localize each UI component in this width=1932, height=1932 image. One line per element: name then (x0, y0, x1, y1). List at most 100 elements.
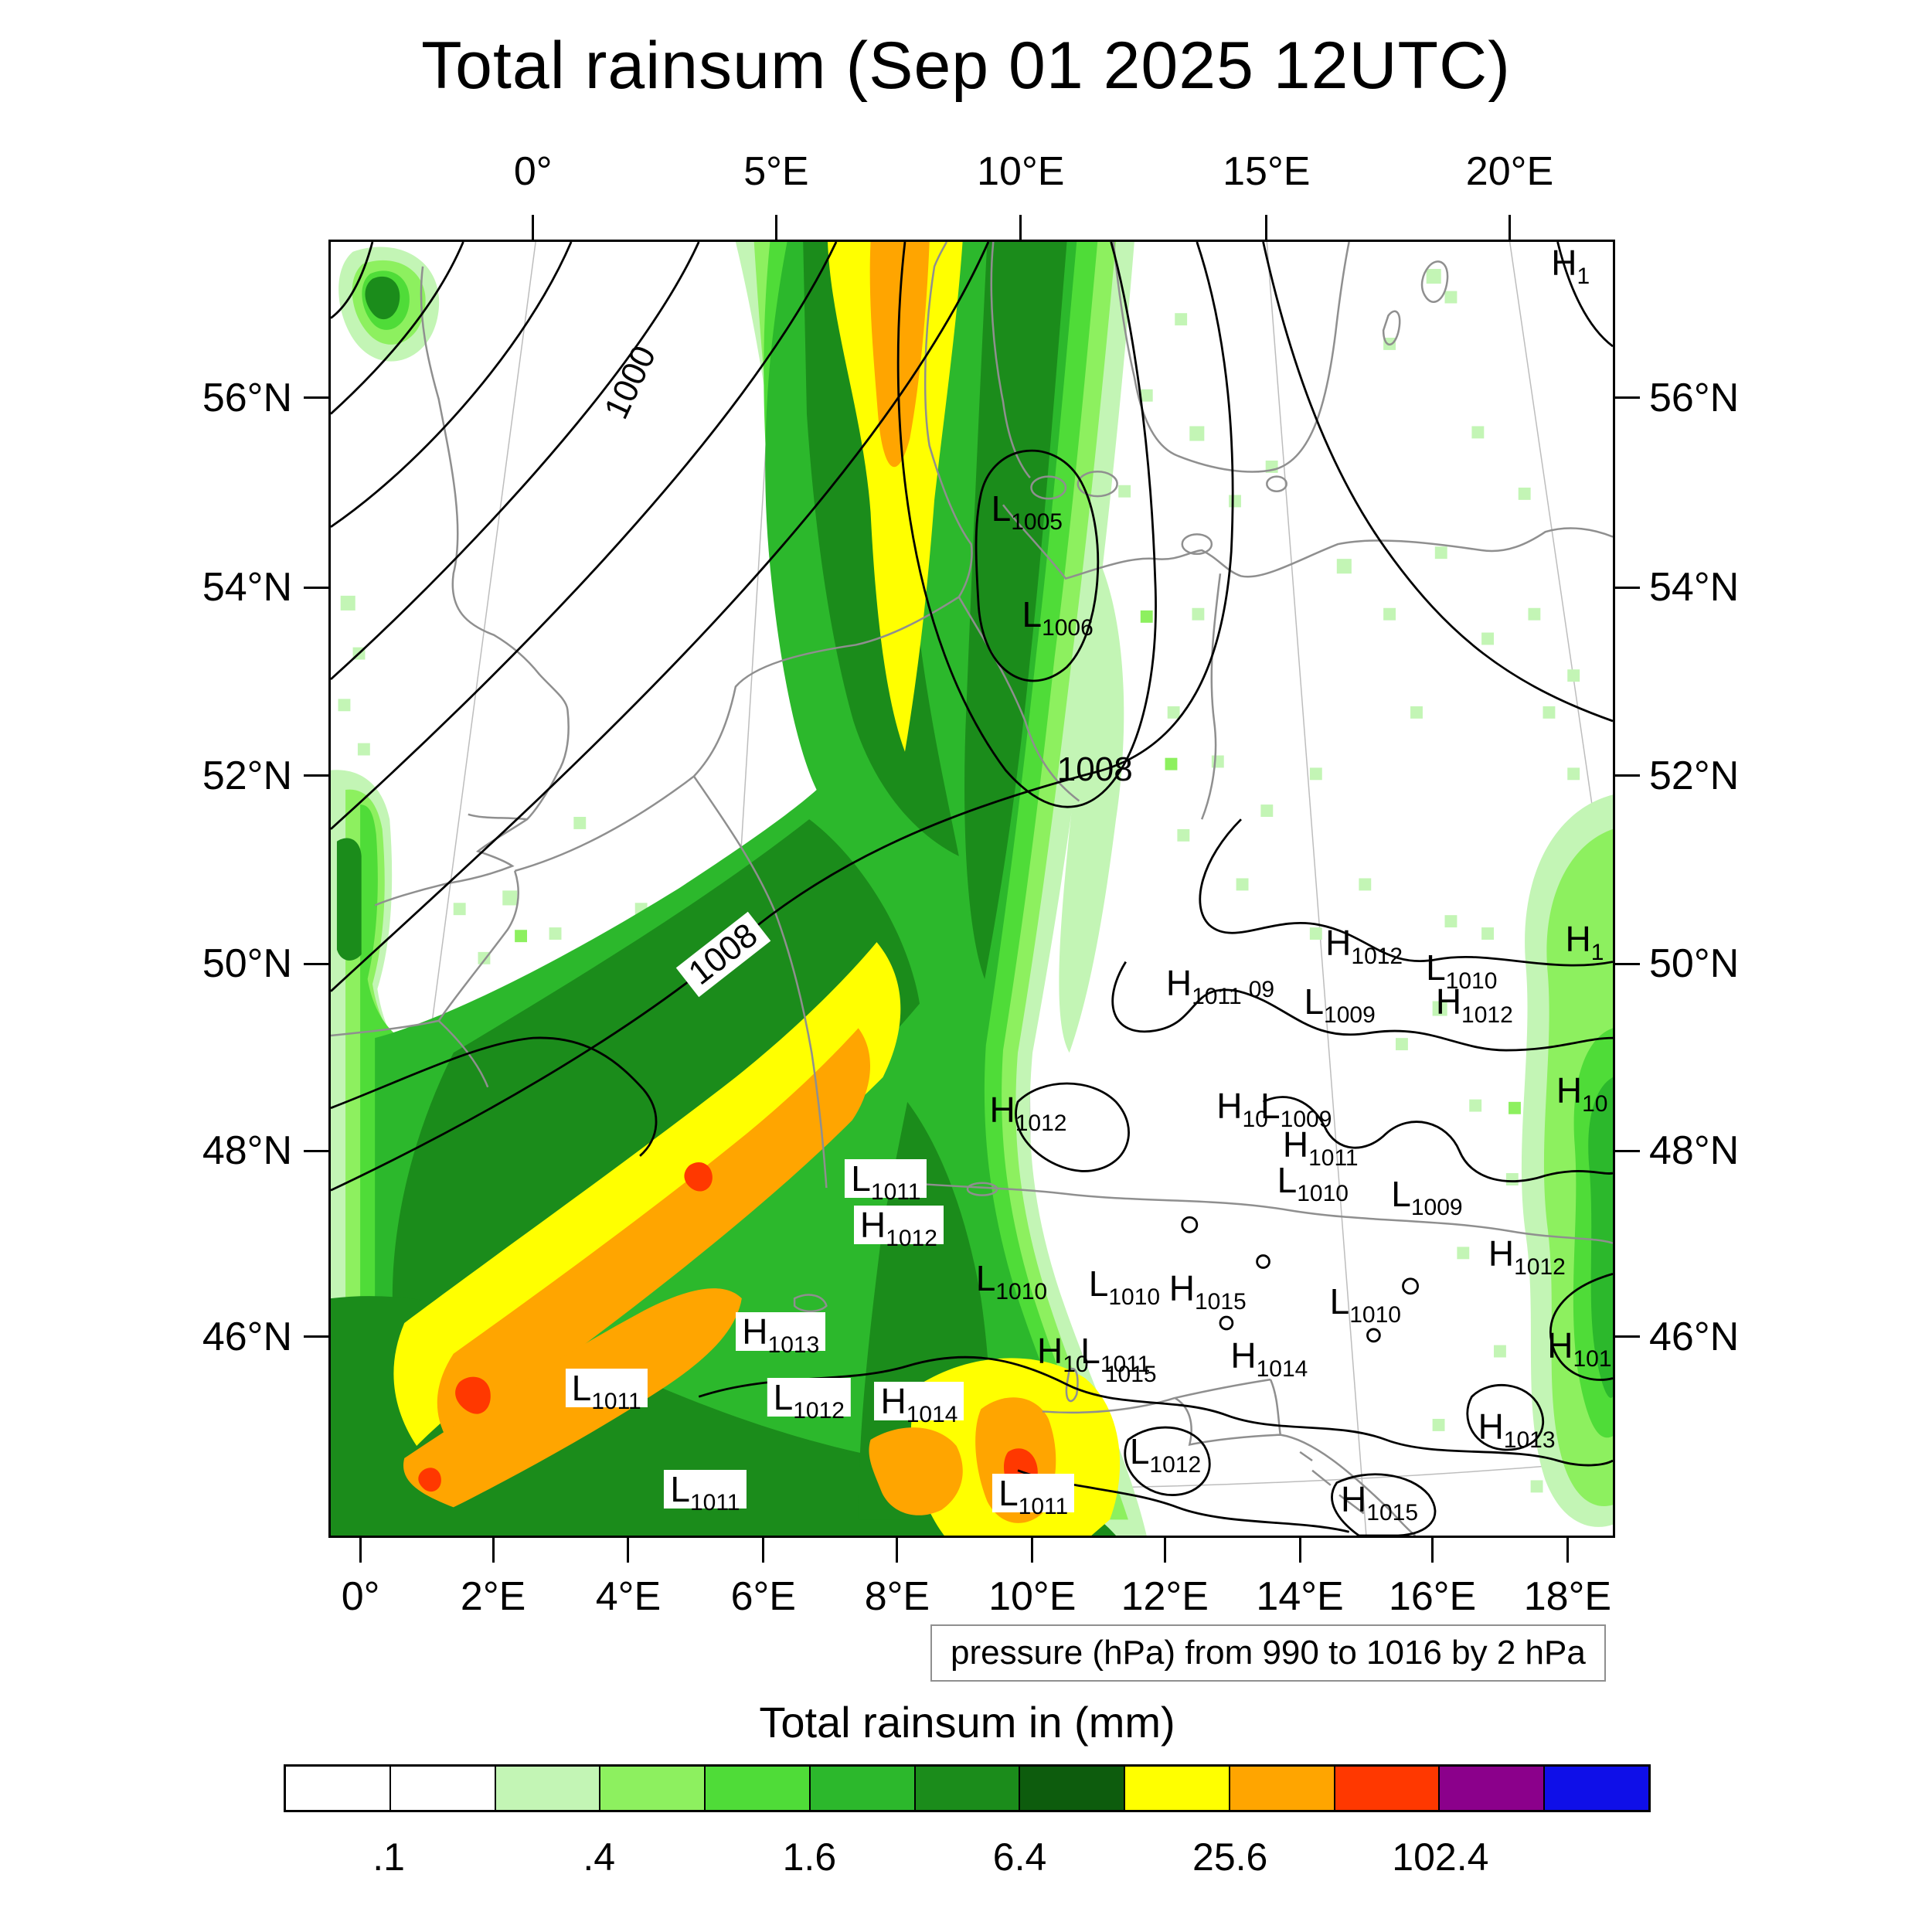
pressure-center-l: L1011 (1080, 1333, 1150, 1376)
pressure-center-h: H10 (1556, 1070, 1608, 1116)
pressure-center-value: 1011 (1100, 1351, 1151, 1377)
lon-tick-label-bottom: 2°E (460, 1574, 526, 1619)
pressure-center-letter: H (1556, 1070, 1583, 1111)
lat-tick-label-left: 52°N (202, 753, 292, 798)
pressure-center-letter: H (1325, 923, 1352, 964)
colorbar-title: Total rainsum in (mm) (759, 1698, 1175, 1747)
pressure-center-letter: L (1129, 1431, 1150, 1472)
pressure-center-l: L1009 (1260, 1086, 1332, 1131)
colorbar-segment (286, 1767, 391, 1810)
pressure-center-letter: H (1565, 919, 1591, 960)
pressure-center-value: 1011 (1018, 1493, 1069, 1519)
lat-tick-right (1615, 396, 1640, 400)
pressure-center-l: L1011 (664, 1469, 747, 1514)
lat-tick-label-left: 50°N (202, 941, 292, 987)
colorbar-segment (1230, 1767, 1335, 1810)
pressure-center-value: 1010 (1445, 968, 1498, 995)
contour-label: 1008 (675, 912, 770, 998)
lon-tick-label-top: 10°E (977, 149, 1065, 194)
pressure-center-h: H1013 (1478, 1406, 1556, 1452)
lat-tick-label-left: 48°N (202, 1128, 292, 1174)
colorbar-tick-label: 25.6 (1192, 1835, 1268, 1879)
map-svg (331, 242, 1613, 1536)
pressure-center-h: H1014 (874, 1380, 964, 1426)
pressure-center-l: L1012 (767, 1376, 851, 1422)
pressure-center-letter: L (773, 1376, 794, 1417)
pressure-center-h: H1012 (1488, 1233, 1566, 1279)
lon-tick-label-bottom: 10°E (988, 1574, 1077, 1619)
pressure-center-value: 1012 (1351, 944, 1403, 970)
pressure-center-letter: L (851, 1158, 871, 1199)
colorbar-segment (1545, 1767, 1648, 1810)
pressure-center-h: H1012 (853, 1205, 944, 1250)
contour-label: 1008 (1056, 750, 1133, 788)
pressure-center-value: 1010 (1349, 1302, 1401, 1328)
lat-tick-left (304, 962, 328, 965)
lon-tick-bottom (1431, 1538, 1434, 1563)
contour-label: 1000 (597, 340, 664, 425)
pressure-center-value: 1009 (1280, 1107, 1332, 1133)
lon-tick-label-bottom: 4°E (595, 1574, 662, 1619)
colorbar-segment (495, 1767, 601, 1810)
pressure-center-letter: H (1551, 242, 1577, 283)
lon-tick-bottom (1566, 1538, 1569, 1563)
contour-label-fragment: 1015 (1104, 1362, 1157, 1388)
pressure-center-letter: H (1216, 1086, 1243, 1127)
pressure-center-letter: H (1341, 1479, 1367, 1520)
colorbar-segment (706, 1767, 811, 1810)
pressure-contour-legend: pressure (hPa) from 990 to 1016 by 2 hPa (930, 1624, 1606, 1682)
pressure-center-h: H1015 (1169, 1270, 1247, 1314)
pressure-center-letter: H (1435, 981, 1462, 1022)
pressure-center-h: H1 (1565, 919, 1604, 964)
pressure-center-value: 1012 (1149, 1452, 1202, 1478)
lon-tick-label-bottom: 0° (341, 1574, 380, 1619)
lon-tick-top (1265, 215, 1268, 240)
lon-tick-label-bottom: 12°E (1121, 1574, 1209, 1619)
lon-tick-bottom (627, 1538, 630, 1563)
pressure-center-letter: H (1036, 1330, 1063, 1371)
colorbar-segment (915, 1767, 1021, 1810)
pressure-center-letter: L (1304, 981, 1325, 1022)
pressure-center-l: L1006 (1022, 597, 1093, 640)
lat-tick-label-right: 54°N (1649, 565, 1740, 611)
pressure-center-letter: H (1478, 1406, 1504, 1447)
pressure-center-letter: L (1088, 1263, 1109, 1304)
pressure-center-value: 1010 (1108, 1284, 1161, 1310)
lon-tick-label-bottom: 6°E (730, 1574, 796, 1619)
pressure-center-letter: L (1260, 1086, 1281, 1127)
lat-tick-label-right: 52°N (1649, 753, 1740, 798)
pressure-center-value: 1012 (1461, 1002, 1513, 1028)
pressure-center-letter: L (998, 1472, 1019, 1513)
pressure-center-l: L1009 (1304, 981, 1375, 1027)
pressure-center-value: 1015 (1366, 1500, 1419, 1526)
pressure-contours (331, 242, 1613, 1536)
pressure-center-h: H1012 (1325, 923, 1403, 968)
pressure-center-h: H101 (1547, 1328, 1611, 1371)
pressure-center-letter: H (1488, 1233, 1515, 1274)
pressure-center-value: 1014 (906, 1401, 958, 1427)
lat-tick-label-right: 46°N (1649, 1314, 1740, 1359)
lat-tick-left (304, 774, 328, 777)
colorbar-tick-label: 6.4 (992, 1835, 1047, 1879)
lon-tick-bottom (492, 1538, 495, 1563)
lat-tick-left (304, 396, 328, 400)
colorbar-segment (1335, 1767, 1440, 1810)
contour-label-fragment: 09 (1248, 976, 1275, 1002)
lat-tick-label-right: 50°N (1649, 941, 1740, 987)
lon-tick-top (774, 215, 777, 240)
pressure-center-letter: H (880, 1380, 906, 1421)
pressure-center-value: 1014 (1256, 1356, 1308, 1383)
pressure-center-letter: H (859, 1205, 886, 1246)
precip-field (331, 242, 1613, 1536)
pressure-center-h: H1 (1551, 242, 1590, 288)
pressure-center-value: 1009 (1410, 1195, 1463, 1221)
lon-tick-bottom (1298, 1538, 1301, 1563)
pressure-center-value: 1013 (767, 1332, 820, 1358)
colorbar-tick-label: 102.4 (1392, 1835, 1489, 1879)
lon-tick-label-bottom: 16°E (1388, 1574, 1477, 1619)
pressure-center-l: L1011 (992, 1472, 1075, 1518)
pressure-center-letter: L (1277, 1159, 1298, 1200)
pressure-center-value: 1012 (1015, 1111, 1067, 1137)
lon-tick-bottom (896, 1538, 899, 1563)
pressure-center-letter: L (975, 1257, 996, 1298)
